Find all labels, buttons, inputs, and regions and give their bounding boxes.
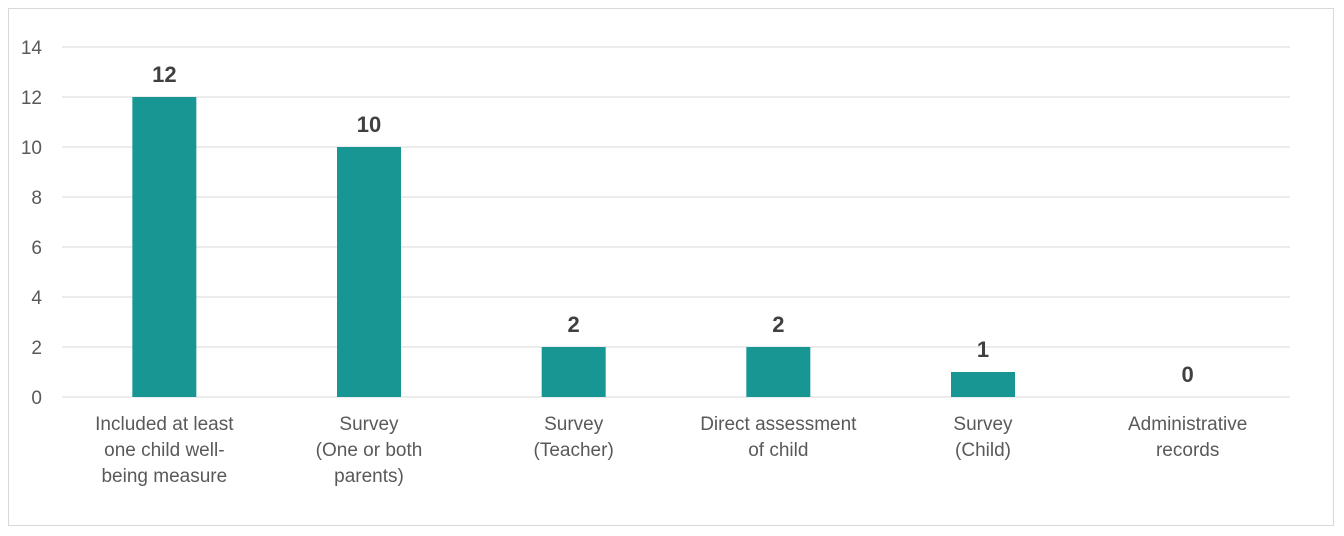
bar xyxy=(337,147,401,397)
data-label: 10 xyxy=(357,112,381,137)
x-tick-label-line: of child xyxy=(748,440,808,461)
bar xyxy=(132,97,197,397)
x-tick-label-line: Included at least xyxy=(95,414,234,435)
bar xyxy=(951,372,1015,397)
x-tick-label: Direct assessment of child xyxy=(700,414,857,461)
x-tick-label-line: (Teacher) xyxy=(534,440,614,461)
chart-frame xyxy=(8,8,1334,526)
x-tick-label-line: records xyxy=(1156,440,1219,461)
data-label: 12 xyxy=(152,62,176,87)
x-tick-label-line: Survey xyxy=(953,414,1013,435)
x-tick-label-line: Administrative xyxy=(1128,414,1247,435)
y-tick-label: 4 xyxy=(31,288,42,309)
x-tick-label-line: parents) xyxy=(334,466,404,487)
x-tick-label-line: one child well- xyxy=(104,440,224,461)
data-label: 0 xyxy=(1182,362,1194,387)
x-tick-label: Survey (Teacher) xyxy=(534,414,614,461)
y-tick-label: 6 xyxy=(31,238,42,259)
y-tick-label: 14 xyxy=(21,38,43,59)
x-tick-label: Survey (Child) xyxy=(953,414,1013,461)
x-tick-label: Included at least one child well-being me… xyxy=(95,414,234,487)
data-label: 2 xyxy=(772,312,784,337)
y-tick-label: 2 xyxy=(31,338,42,359)
x-tick-label-line: Direct assessment xyxy=(700,414,857,435)
data-label: 2 xyxy=(568,312,580,337)
y-tick-label: 0 xyxy=(31,388,42,409)
y-tick-label: 12 xyxy=(21,88,42,109)
x-tick-label-line: (One or both xyxy=(316,440,423,461)
bar xyxy=(746,347,811,397)
y-tick-label: 8 xyxy=(31,188,42,209)
x-tick-label-line: Survey xyxy=(339,414,399,435)
x-tick-label-line: Survey xyxy=(544,414,604,435)
x-tick-label-line: being measure xyxy=(101,466,227,487)
x-tick-label-line: (Child) xyxy=(955,440,1011,461)
y-tick-label: 10 xyxy=(21,138,42,159)
data-label: 1 xyxy=(977,337,989,362)
x-tick-label: Survey (One or both parents) xyxy=(316,414,423,487)
x-tick-label: Administrative records xyxy=(1128,414,1247,461)
bar xyxy=(541,347,606,397)
